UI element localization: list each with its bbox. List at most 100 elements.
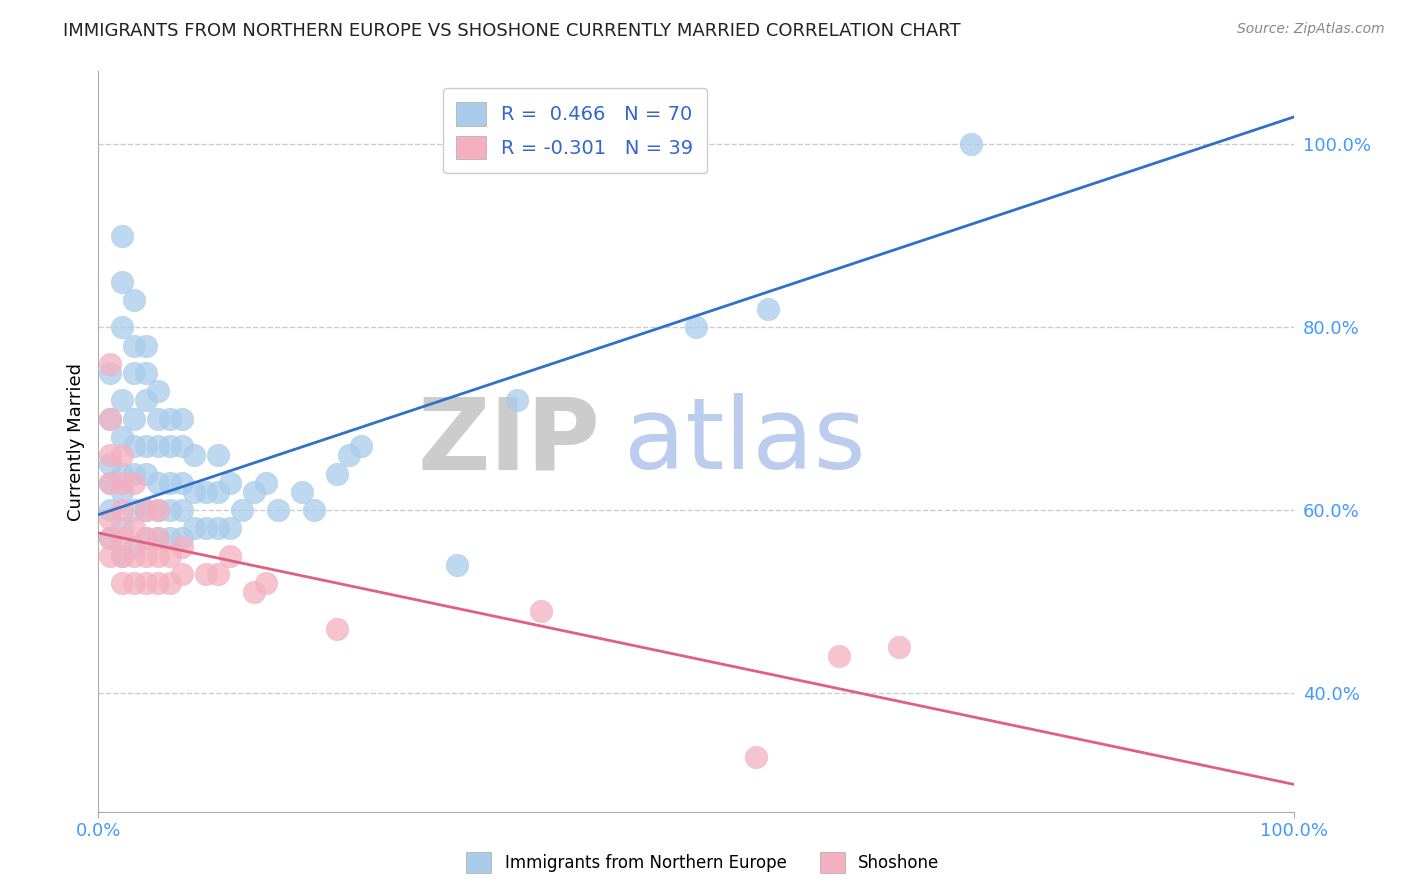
Point [98, 458, 122, 472]
Point [339, 448, 361, 462]
Point [326, 622, 349, 636]
Point [135, 549, 157, 563]
Legend: R =  0.466   N = 70, R = -0.301   N = 39: R = 0.466 N = 70, R = -0.301 N = 39 [443, 88, 707, 173]
Point [124, 521, 146, 535]
Point [172, 439, 194, 453]
Point [159, 531, 181, 545]
Point [111, 393, 134, 408]
Point [111, 275, 134, 289]
Y-axis label: Currently Married: Currently Married [66, 362, 84, 521]
Point [960, 137, 983, 152]
Point [111, 320, 134, 334]
Point [148, 531, 170, 545]
Point [111, 503, 134, 517]
Text: Source: ZipAtlas.com: Source: ZipAtlas.com [1237, 22, 1385, 37]
Point [148, 439, 170, 453]
Point [98, 475, 122, 490]
Point [98, 503, 122, 517]
Point [148, 475, 170, 490]
Point [111, 549, 134, 563]
Point [219, 549, 242, 563]
Point [124, 411, 146, 425]
Point [148, 531, 170, 545]
Point [111, 430, 134, 444]
Point [207, 484, 229, 499]
Point [172, 411, 194, 425]
Point [530, 604, 553, 618]
Point [159, 439, 181, 453]
Point [159, 475, 181, 490]
Point [111, 475, 134, 490]
Point [124, 503, 146, 517]
Point [207, 448, 229, 462]
Point [219, 521, 242, 535]
Point [148, 411, 170, 425]
Point [148, 503, 170, 517]
Point [243, 484, 266, 499]
Point [124, 549, 146, 563]
Point [111, 448, 134, 462]
Point [98, 411, 122, 425]
Point [291, 484, 314, 499]
Point [124, 576, 146, 591]
Point [506, 393, 529, 408]
Point [828, 649, 851, 664]
Text: IMMIGRANTS FROM NORTHERN EUROPE VS SHOSHONE CURRENTLY MARRIED CORRELATION CHART: IMMIGRANTS FROM NORTHERN EUROPE VS SHOSH… [63, 22, 960, 40]
Point [135, 393, 157, 408]
Point [745, 750, 768, 764]
Point [98, 366, 122, 380]
Point [135, 531, 157, 545]
Point [111, 549, 134, 563]
Point [172, 503, 194, 517]
Point [685, 320, 707, 334]
Point [135, 576, 157, 591]
Point [111, 576, 134, 591]
Text: atlas: atlas [624, 393, 866, 490]
Point [756, 301, 779, 316]
Point [195, 484, 218, 499]
Point [135, 467, 157, 481]
Point [172, 531, 194, 545]
Point [111, 531, 134, 545]
Point [326, 467, 349, 481]
Point [172, 540, 194, 554]
Point [159, 411, 181, 425]
Point [135, 503, 157, 517]
Point [135, 338, 157, 352]
Point [195, 521, 218, 535]
Point [254, 475, 277, 490]
Point [183, 521, 205, 535]
Point [124, 439, 146, 453]
Point [135, 439, 157, 453]
Point [124, 467, 146, 481]
Point [111, 484, 134, 499]
Point [219, 475, 242, 490]
Point [98, 475, 122, 490]
Point [889, 640, 911, 655]
Point [111, 228, 134, 243]
Point [183, 484, 205, 499]
Point [124, 366, 146, 380]
Point [111, 467, 134, 481]
Point [243, 585, 266, 599]
Point [148, 384, 170, 399]
Point [148, 576, 170, 591]
Point [98, 448, 122, 462]
Point [98, 549, 122, 563]
Point [124, 293, 146, 307]
Text: ZIP: ZIP [418, 393, 600, 490]
Point [267, 503, 290, 517]
Point [135, 366, 157, 380]
Point [111, 521, 134, 535]
Point [148, 549, 170, 563]
Point [254, 576, 277, 591]
Point [135, 531, 157, 545]
Point [159, 576, 181, 591]
Point [98, 531, 122, 545]
Point [172, 567, 194, 582]
Point [98, 411, 122, 425]
Point [302, 503, 325, 517]
Point [98, 512, 122, 526]
Point [172, 475, 194, 490]
Point [159, 549, 181, 563]
